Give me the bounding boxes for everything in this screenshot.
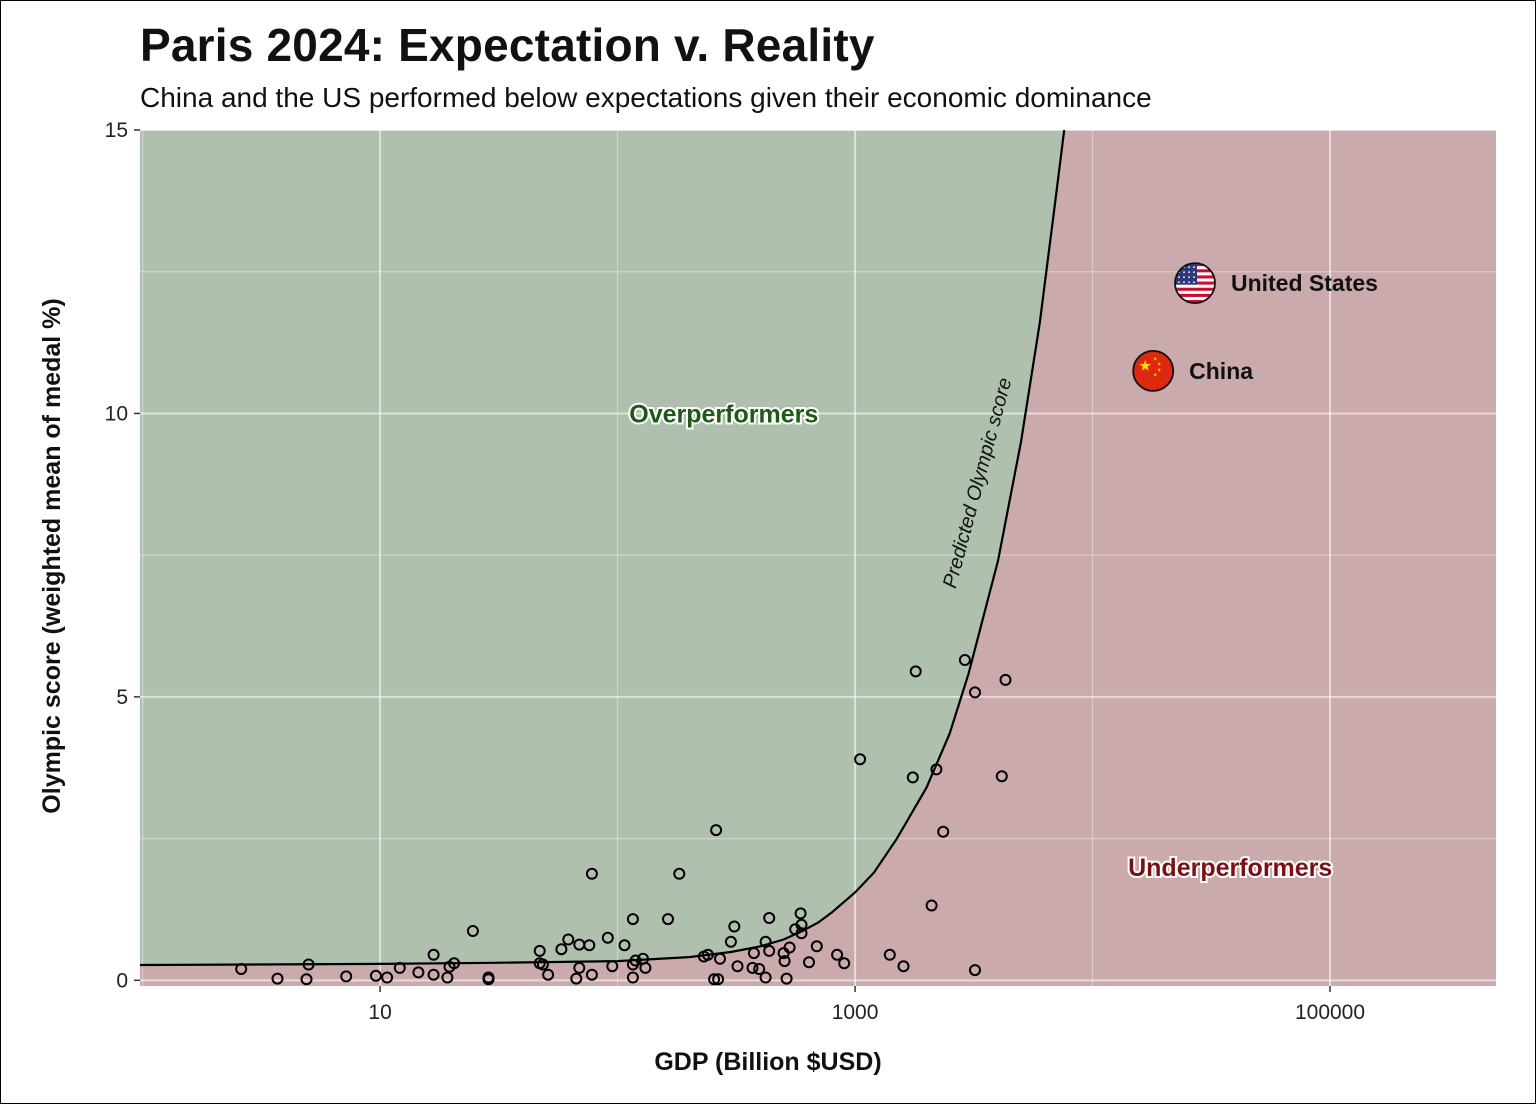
chart-title: Paris 2024: Expectation v. Reality <box>140 19 875 71</box>
data-point <box>673 867 686 880</box>
data-point <box>381 971 394 984</box>
chart-subtitle: China and the US performed below expecta… <box>140 82 1152 113</box>
data-point <box>753 963 766 975</box>
data-point <box>271 972 284 985</box>
data-point <box>412 966 425 979</box>
data-point <box>937 825 950 838</box>
data-point <box>714 952 726 965</box>
data-point <box>969 964 981 977</box>
data-point <box>763 912 776 924</box>
data-point <box>536 958 549 971</box>
data-point <box>533 944 546 957</box>
overperformers-region <box>140 130 1065 965</box>
data-point <box>969 686 981 699</box>
data-point <box>710 824 723 837</box>
country-label: China <box>1189 358 1253 384</box>
data-point <box>585 968 598 981</box>
us-flag-icon <box>1174 262 1216 305</box>
data-point <box>662 913 674 926</box>
data-point <box>746 961 759 974</box>
gridlines <box>140 129 1496 986</box>
data-point <box>930 763 943 776</box>
data-point <box>780 972 793 985</box>
data-point <box>542 968 555 981</box>
data-point <box>448 957 461 970</box>
data-point <box>747 947 760 960</box>
data-point <box>795 927 808 940</box>
data-point <box>794 907 807 920</box>
data-point <box>803 956 815 969</box>
data-point <box>427 948 440 961</box>
data-point <box>235 963 248 975</box>
data-point <box>606 960 619 973</box>
data-point <box>724 935 737 948</box>
data-point <box>639 961 652 974</box>
x-tick-label: 100000 <box>1295 1001 1365 1024</box>
data-point <box>466 925 479 937</box>
data-point <box>795 918 808 931</box>
data-point <box>340 970 353 983</box>
y-tick-label: 15 <box>105 119 128 142</box>
data-point <box>585 867 598 880</box>
underperformers-label: Underperformers <box>1128 854 1332 882</box>
data-point <box>763 944 776 957</box>
data-point <box>906 771 919 784</box>
data-point <box>995 770 1008 783</box>
data-point <box>629 954 642 967</box>
x-tick-label: 10 <box>368 1001 391 1024</box>
data-point <box>573 961 586 974</box>
data-point <box>854 753 867 766</box>
x-axis-title: GDP (Billion $USD) <box>654 1048 881 1076</box>
x-axis-ticks: 10 1000 100000 <box>368 986 1365 1024</box>
data-point <box>626 971 639 984</box>
data-point <box>999 673 1012 686</box>
data-point <box>583 939 596 952</box>
x-tick-label: 1000 <box>832 1001 879 1024</box>
data-point <box>555 943 568 956</box>
data-point <box>441 971 454 984</box>
data-point <box>300 973 313 986</box>
plot-panel <box>140 129 1496 986</box>
predicted-score-curve <box>140 130 1066 967</box>
y-tick-label: 5 <box>116 686 128 709</box>
highlighted-countries: United States China <box>1132 262 1378 392</box>
data-point <box>897 960 910 973</box>
data-point <box>712 973 725 986</box>
y-tick-label: 0 <box>116 969 128 992</box>
country-label: United States <box>1231 270 1378 296</box>
data-point <box>778 955 791 968</box>
y-axis-ticks: 0 5 10 15 <box>105 119 140 992</box>
data-point <box>838 957 851 970</box>
data-point <box>958 654 971 666</box>
data-point <box>731 960 744 973</box>
data-point <box>393 961 406 974</box>
data-point <box>708 973 721 986</box>
data-point <box>883 948 896 961</box>
china-flag-icon <box>1132 349 1175 392</box>
data-point <box>482 973 495 986</box>
y-tick-label: 10 <box>105 402 128 425</box>
data-point <box>562 933 575 946</box>
data-point <box>783 941 796 954</box>
data-point <box>925 899 938 912</box>
data-point <box>810 940 823 953</box>
country-points <box>235 654 1012 986</box>
data-point <box>701 948 714 961</box>
overperformers-label: Overperformers <box>629 400 818 428</box>
data-point <box>618 939 631 952</box>
data-point <box>759 971 772 984</box>
y-axis-title: Olympic score (weighted mean of medal %) <box>38 298 66 813</box>
data-point <box>369 969 382 982</box>
data-point <box>626 913 639 926</box>
data-point <box>909 665 922 678</box>
data-point <box>302 958 315 971</box>
data-point <box>427 968 440 981</box>
data-point <box>601 931 614 944</box>
data-point <box>728 920 741 933</box>
data-point <box>570 972 583 985</box>
data-point <box>831 948 844 961</box>
